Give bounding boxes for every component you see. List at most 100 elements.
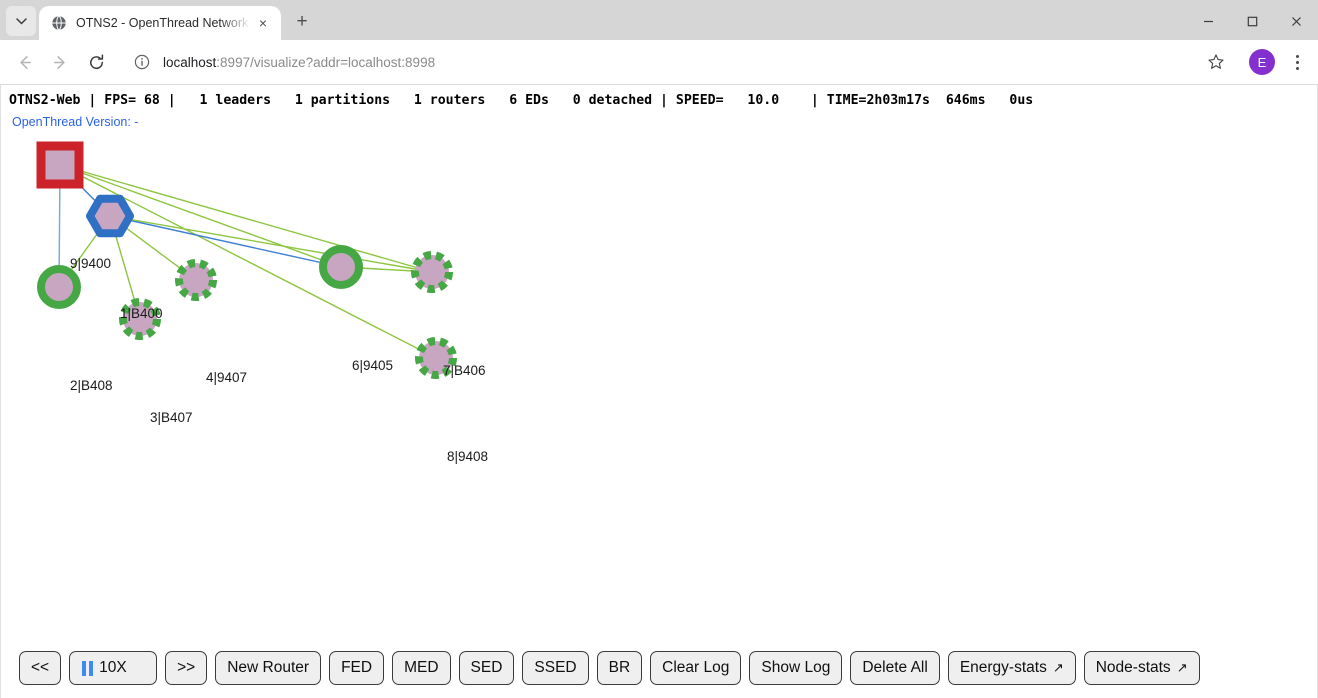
energy-stats-button-label: Energy-stats: [959, 659, 1047, 676]
tab-strip: OTNS2 - OpenThread Network Simulator × +: [0, 0, 1318, 40]
node-7[interactable]: [411, 251, 453, 293]
link-9-6: [59, 164, 342, 268]
forward-button[interactable]: [44, 46, 76, 78]
minimize-icon: [1203, 20, 1213, 22]
back-button[interactable]: [8, 46, 40, 78]
delete-all-button[interactable]: Delete All: [850, 651, 940, 685]
delete-all-button-label: Delete All: [862, 659, 928, 676]
new-ssed-button[interactable]: SSED: [522, 651, 589, 685]
omnibox-actions: E: [1200, 46, 1310, 78]
step-forward-button[interactable]: >>: [165, 651, 208, 685]
link-9-7: [59, 164, 433, 273]
node-4[interactable]: [175, 259, 217, 301]
network-topology-graph[interactable]: 9|9400 1|B400 2|B408 3|B407 4|9407 6|9405 7|B4…: [1, 85, 1317, 698]
new-sed-button-label: SED: [470, 659, 503, 676]
tab-close-icon[interactable]: ×: [258, 15, 268, 31]
nodes-layer: [36, 141, 457, 379]
new-ssed-button-label: SSED: [534, 659, 577, 676]
node-shape-7: [411, 251, 453, 293]
node-8[interactable]: [415, 337, 457, 379]
node-label-9: 9|9400: [70, 256, 112, 271]
node-shape-4: [175, 259, 217, 301]
link-1-6: [109, 215, 342, 268]
node-2[interactable]: [37, 265, 81, 309]
node-label-2: 2|B408: [70, 378, 113, 393]
node-label-3: 3|B407: [150, 410, 193, 425]
node-stats-button[interactable]: Node-stats ↗: [1083, 651, 1200, 685]
url-text: localhost:8997/visualize?addr=localhost:…: [163, 55, 435, 70]
node-6[interactable]: [319, 245, 363, 289]
node-label-8: 8|9408: [447, 449, 489, 464]
simulation-toolbar: << 10X >> New Router FED MED SED SSED BR Clear Lo…: [1, 638, 1317, 698]
close-icon: [1291, 16, 1301, 26]
new-router-button-label: New Router: [227, 659, 310, 676]
clear-log-button[interactable]: Clear Log: [650, 651, 742, 685]
node-stats-button-label: Node-stats: [1095, 659, 1171, 676]
node-shape-6: [319, 245, 363, 289]
simulation-status-line: OTNS2-Web | FPS= 68 | 1 leaders 1 partit…: [9, 93, 1034, 108]
new-router-button[interactable]: New Router: [215, 651, 322, 685]
node-label-7: 7|B406: [443, 363, 486, 378]
new-fed-button[interactable]: FED: [329, 651, 385, 685]
node-1[interactable]: [86, 194, 134, 238]
minimize-window-button[interactable]: [1186, 4, 1230, 38]
new-br-button[interactable]: BR: [596, 651, 643, 685]
star-icon: [1208, 54, 1224, 69]
new-med-button[interactable]: MED: [392, 651, 451, 685]
window-controls: [1186, 4, 1318, 38]
node-label-4: 4|9407: [206, 370, 248, 385]
url-host: localhost: [163, 54, 217, 70]
node-3[interactable]: [119, 298, 161, 340]
close-window-button[interactable]: [1274, 4, 1318, 38]
url-path: :8997/visualize?addr=localhost:8998: [216, 54, 436, 70]
energy-stats-button[interactable]: Energy-stats ↗: [947, 651, 1076, 685]
node-shape-1: [86, 194, 134, 238]
new-tab-button[interactable]: +: [296, 11, 308, 32]
show-log-button[interactable]: Show Log: [749, 651, 843, 685]
external-link-icon: ↗: [1176, 660, 1188, 675]
link-9-8: [59, 164, 437, 359]
pause-icon: [82, 660, 94, 676]
step-back-button[interactable]: <<: [19, 651, 62, 685]
reload-icon: [89, 53, 103, 69]
kebab-menu-icon[interactable]: [1284, 47, 1310, 77]
tab-search-chevron-down-icon[interactable]: [6, 6, 36, 36]
arrow-right-icon: [53, 55, 65, 69]
new-br-button-label: BR: [608, 659, 631, 676]
avatar[interactable]: E: [1249, 49, 1275, 75]
bookmark-button[interactable]: [1200, 46, 1232, 78]
topology-svg: [36, 141, 457, 379]
clear-log-button-label: Clear Log: [662, 659, 730, 676]
new-sed-button[interactable]: SED: [458, 651, 515, 685]
info-circle-icon[interactable]: [132, 52, 152, 72]
navigation-bar: localhost:8997/visualize?addr=localhost:…: [0, 40, 1318, 85]
links-layer: [58, 164, 437, 359]
tab-title: OTNS2 - OpenThread Network Simulator: [76, 16, 251, 30]
step-back-button-label: <<: [31, 659, 50, 676]
step-forward-button-label: >>: [177, 659, 196, 676]
node-shape-3: [119, 298, 161, 340]
address-bar[interactable]: localhost:8997/visualize?addr=localhost:…: [122, 47, 1194, 77]
node-shape-2: [37, 265, 81, 309]
pause-speed-button[interactable]: 10X: [69, 651, 158, 685]
node-shape-8: [415, 337, 457, 379]
new-med-button-label: MED: [404, 659, 439, 676]
node-label-6: 6|9405: [352, 358, 394, 373]
external-link-icon: ↗: [1052, 660, 1064, 675]
arrow-left-icon: [19, 55, 31, 69]
reload-button[interactable]: [80, 46, 112, 78]
node-shape-9: [36, 141, 84, 189]
page-content: OTNS2-Web | FPS= 68 | 1 leaders 1 partit…: [0, 85, 1318, 698]
maximize-window-button[interactable]: [1230, 4, 1274, 38]
browser-tab[interactable]: OTNS2 - OpenThread Network Simulator ×: [39, 6, 281, 40]
globe-icon: [50, 15, 67, 32]
chevron-down-icon: [15, 17, 27, 25]
node-9[interactable]: [36, 141, 84, 189]
link-1-7: [109, 215, 433, 273]
node-label-1: 1|B400: [120, 306, 163, 321]
openthread-version-line: OpenThread Version: -: [12, 115, 139, 129]
maximize-icon: [1247, 16, 1257, 26]
new-fed-button-label: FED: [341, 659, 373, 676]
pause-speed-button-label: 10X: [99, 659, 127, 676]
